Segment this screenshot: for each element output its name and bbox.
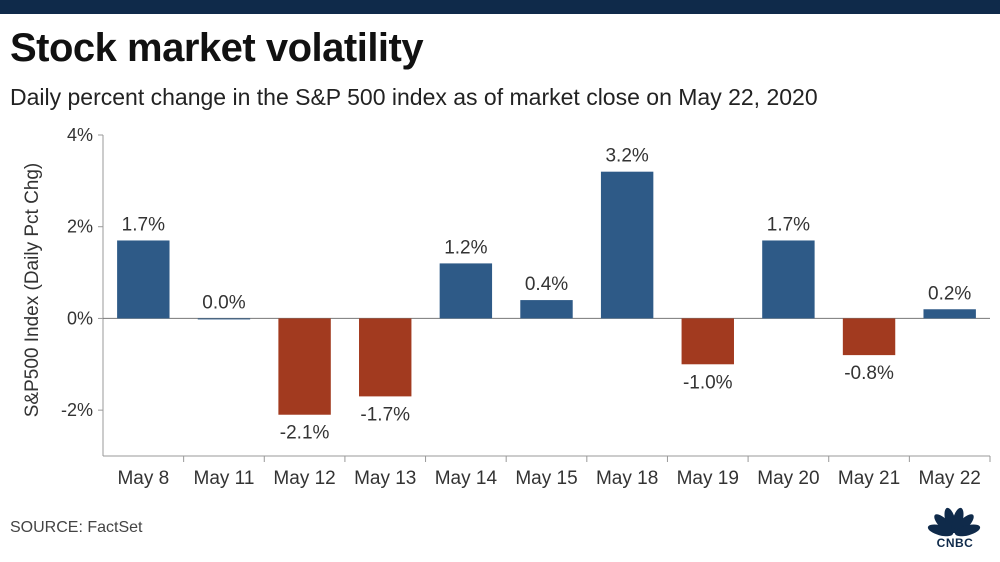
value-label: 3.2% xyxy=(605,146,648,167)
value-label: 1.7% xyxy=(767,214,810,235)
x-tick-label: May 21 xyxy=(838,468,900,489)
bar-may-11 xyxy=(197,318,251,320)
bar-may-21 xyxy=(842,318,896,356)
value-label: -2.1% xyxy=(280,423,330,444)
bars xyxy=(117,171,976,415)
bar-may-19 xyxy=(681,318,734,365)
x-tick-label: May 14 xyxy=(435,468,498,489)
x-tick-label: May 12 xyxy=(273,468,335,489)
chart-title: Stock market volatility xyxy=(10,26,424,70)
source-note: SOURCE: FactSet xyxy=(10,519,143,536)
value-label: 0.4% xyxy=(525,274,568,295)
bar-may-12 xyxy=(278,318,331,415)
value-label: -0.8% xyxy=(844,363,894,384)
value-label: 1.7% xyxy=(122,214,165,235)
x-axis-ticks: May 8 May 11 May 12 May 13 May 14 May 15 May 1… xyxy=(117,456,991,489)
bar-may-14 xyxy=(439,263,493,319)
y-axis-label: S&P500 Index (Daily Pct Chg) xyxy=(22,163,43,418)
x-tick-label: May 20 xyxy=(757,468,819,489)
value-labels: 1.7% 0.0% -2.1% -1.7% 1.2% 0.4% 3.2% -1.0% 1.7% -… xyxy=(122,146,972,444)
peacock-logo-icon xyxy=(927,507,981,537)
value-label: 0.0% xyxy=(202,292,245,313)
bar-may-15 xyxy=(520,300,573,319)
x-tick-label: May 13 xyxy=(354,468,416,489)
value-label: 0.2% xyxy=(928,283,971,304)
x-tick-label: May 18 xyxy=(596,468,658,489)
y-tick-label: 4% xyxy=(67,125,93,145)
cnbc-logo-text: CNBC xyxy=(936,536,974,550)
bar-may-13 xyxy=(359,318,412,397)
chart-subtitle: Daily percent change in the S&P 500 inde… xyxy=(10,84,818,110)
x-tick-label: May 15 xyxy=(515,468,577,489)
bar-may-18 xyxy=(600,171,654,319)
bar-chart: 4% 2% 0% -2% 1.7% 0.0% -2.1% -1.7% 1.2% 0.4% 3.2%… xyxy=(22,125,991,489)
top-band xyxy=(0,0,1000,14)
value-label: -1.0% xyxy=(683,372,733,393)
value-label: -1.7% xyxy=(360,404,410,425)
y-tick-label: 0% xyxy=(67,308,93,328)
bar-may-22 xyxy=(923,309,976,319)
x-tick-label: May 8 xyxy=(117,468,169,489)
y-tick-label: 2% xyxy=(67,217,93,237)
bar-may-8 xyxy=(117,240,170,319)
bar-may-20 xyxy=(762,240,815,319)
x-tick-label: May 22 xyxy=(919,468,981,489)
y-tick-label: -2% xyxy=(61,400,93,420)
y-axis-ticks: 4% 2% 0% -2% xyxy=(61,125,103,420)
x-tick-label: May 11 xyxy=(194,468,255,489)
x-tick-label: May 19 xyxy=(677,468,739,489)
value-label: 1.2% xyxy=(444,237,487,258)
